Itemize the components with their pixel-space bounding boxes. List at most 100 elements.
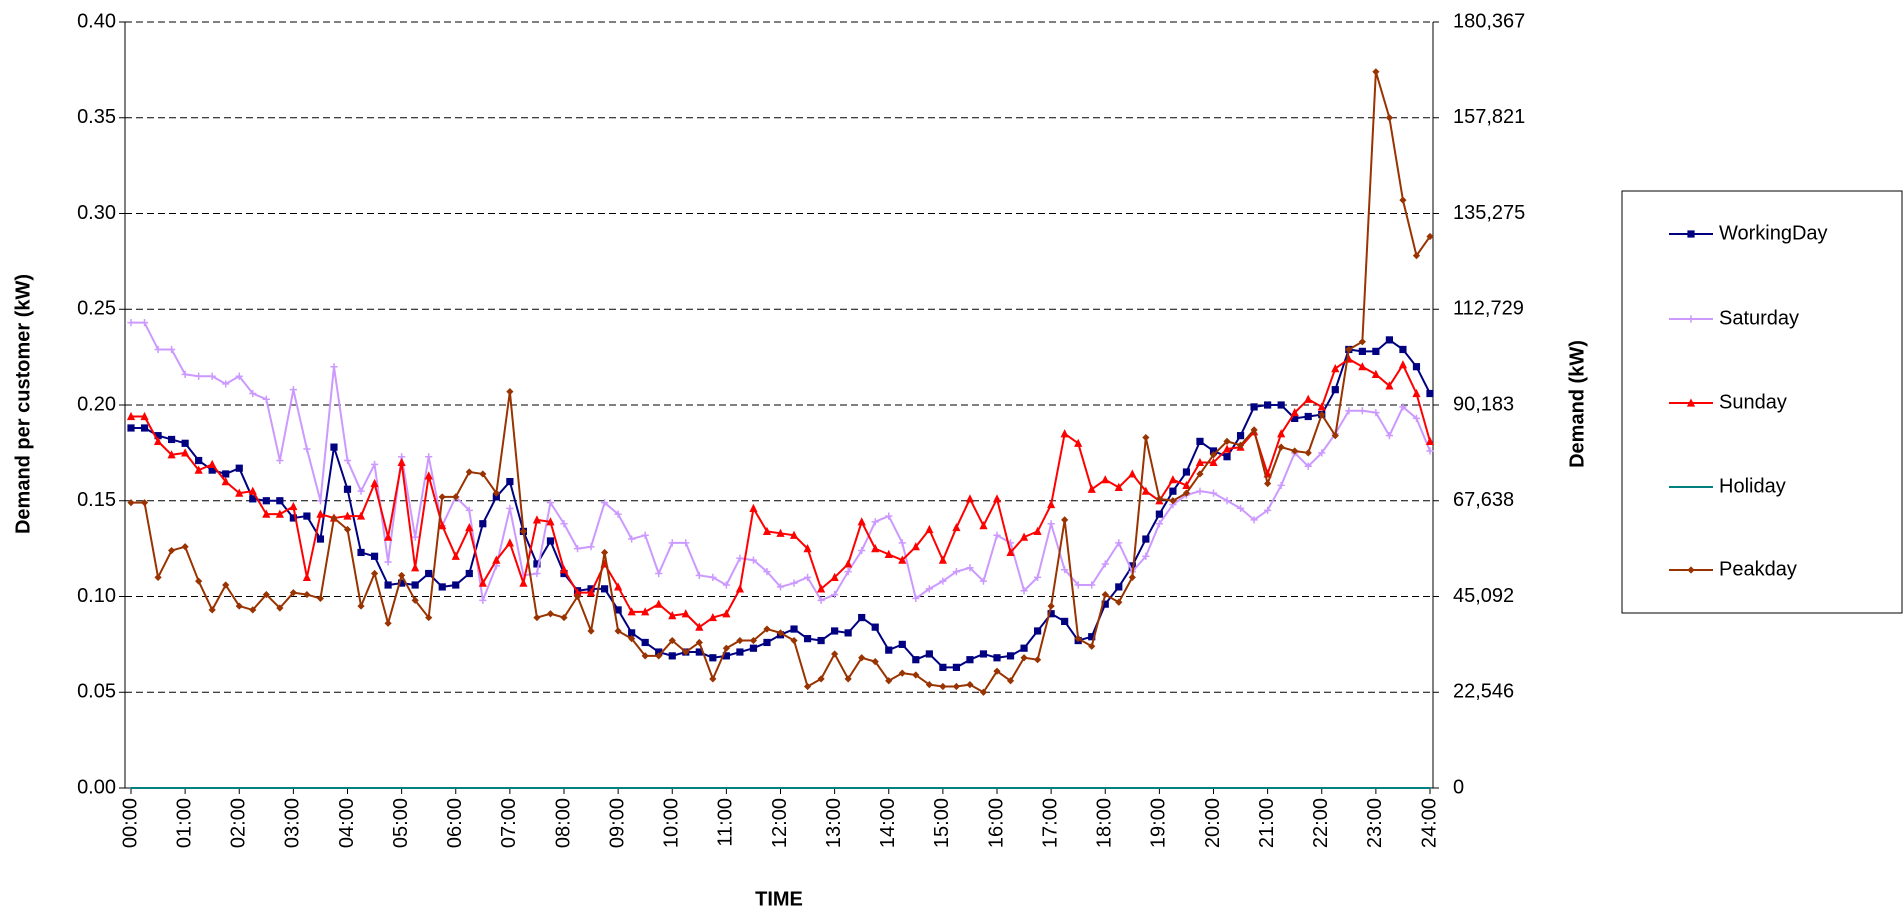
point [153,436,163,445]
y-tick-label: 0.35 [77,106,116,128]
point [1334,787,1337,789]
point [1372,347,1380,355]
x-tick-label: 05:00 [390,798,412,848]
point [1317,402,1326,411]
point [1115,539,1123,547]
point [452,493,460,501]
point [492,493,500,501]
point [803,544,812,553]
point [546,610,555,618]
point [1304,394,1313,403]
point [1212,787,1215,789]
point [1047,520,1055,528]
point [1426,232,1434,241]
point [1141,486,1150,495]
point [816,584,826,593]
point [425,569,433,578]
point [154,573,162,581]
point [1385,336,1394,344]
point [1006,652,1015,660]
point [1047,499,1056,509]
x-tick-label: 19:00 [1148,798,1170,848]
point [1088,633,1096,641]
point [1320,787,1323,789]
point [776,528,785,537]
point [1117,787,1120,789]
point [993,667,1001,675]
point [221,477,230,486]
legend-box [1621,190,1903,614]
point [1223,453,1231,461]
point [1101,475,1110,484]
point [400,787,403,789]
point [711,787,714,789]
point [1250,426,1258,434]
point [614,510,622,518]
point [305,787,308,789]
point [519,578,528,587]
point [1399,196,1407,204]
point [1371,369,1380,378]
point [641,638,649,647]
x-tick-label: 03:00 [282,798,304,848]
point [1385,114,1394,122]
y-tick-label: 0.30 [77,202,116,224]
point [387,787,390,789]
point [316,594,325,603]
y-axis-title: Demand per customer (kW) [12,274,34,534]
point [752,787,755,789]
point [803,573,812,581]
point [167,345,176,354]
point [817,636,825,645]
point [1006,547,1015,557]
point [614,582,623,591]
point [319,787,322,789]
point [1250,403,1258,411]
point [1169,497,1177,505]
point [248,486,257,495]
point [492,489,500,497]
point [195,456,203,465]
point [1304,462,1312,470]
point [1361,787,1364,789]
point [1115,598,1123,606]
point [1033,627,1042,635]
point [925,524,934,534]
point [195,577,203,585]
point [979,688,988,696]
point [709,573,717,581]
point [533,569,541,578]
point [1087,484,1096,493]
y2-axis-title: Demand (kW) [1566,340,1588,468]
x-tick-label: 00:00 [119,798,141,848]
point [292,787,295,789]
point [1280,787,1283,789]
point [630,787,633,789]
point [1277,401,1285,409]
x-tick-label: 23:00 [1364,798,1386,848]
point [316,497,325,505]
point [858,654,866,662]
point [573,588,582,597]
x-tick-label: 15:00 [931,798,953,848]
point [249,389,257,398]
x-tick-label: 21:00 [1256,798,1278,848]
legend-marker [1686,398,1696,407]
point [1277,429,1286,438]
point [573,592,582,601]
point [763,625,771,633]
point [914,787,917,789]
x-tick-label: 13:00 [823,798,845,848]
point [1388,787,1391,789]
point [1101,590,1109,599]
point [316,509,325,518]
point [736,554,744,562]
point [831,590,839,599]
point [1047,610,1055,618]
x-tick-label: 17:00 [1039,798,1061,848]
point [695,638,703,647]
point [1155,520,1163,528]
point [343,525,352,534]
point [938,555,947,564]
point [641,652,649,660]
